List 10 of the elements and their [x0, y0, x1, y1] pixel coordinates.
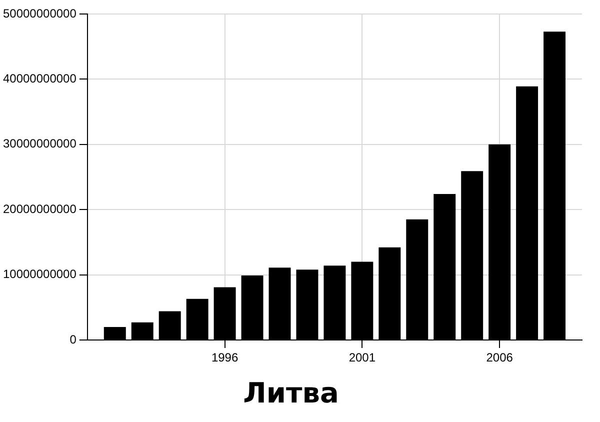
x-tick-label: 1996 — [211, 350, 238, 365]
text: Литва — [243, 376, 339, 410]
y-tick-label: 10000000000 — [2, 267, 77, 282]
x-tick-label: 2006 — [486, 350, 514, 365]
x-tick-label: 2001 — [348, 350, 376, 365]
y-tick-label: 40000000000 — [2, 72, 77, 86]
y-tick-label: 30000000000 — [2, 136, 77, 151]
y-tick-label: 20000000000 — [2, 202, 77, 216]
y-tick-label: 0 — [70, 332, 77, 346]
y-tick-label: 50000000000 — [2, 6, 77, 20]
